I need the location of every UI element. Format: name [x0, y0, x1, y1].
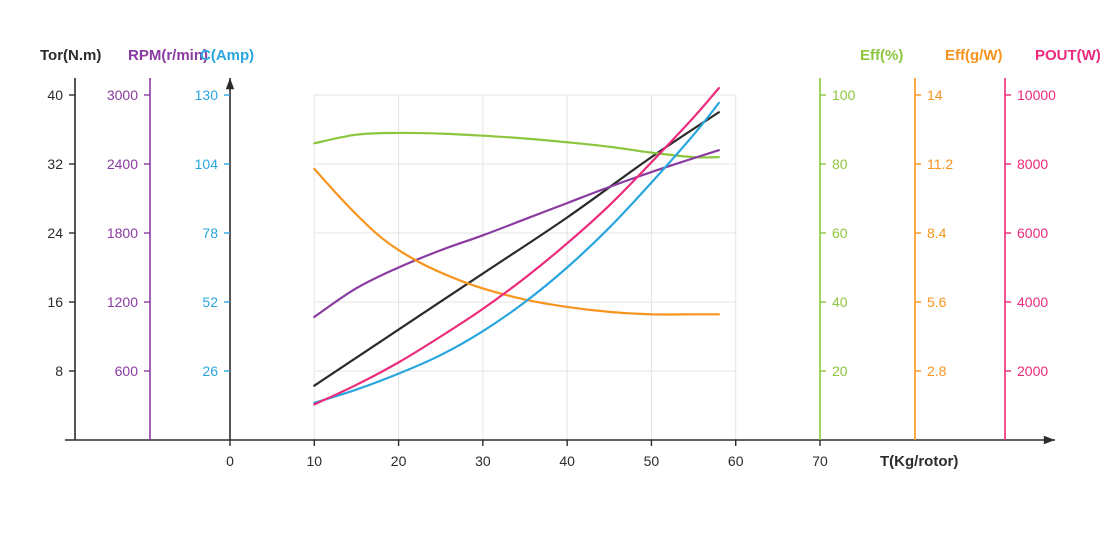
y-tick-label-effp: 60: [832, 225, 848, 241]
y-tick-label-effg: 5.6: [927, 294, 947, 310]
y-tick-label-effp: 100: [832, 87, 856, 103]
y-axis-title-effg: Eff(g/W): [945, 47, 1002, 64]
y-tick-label-rpm: 2400: [107, 156, 138, 172]
y-tick-label-tor: 24: [47, 225, 63, 241]
y-tick-label-amp: 26: [202, 363, 218, 379]
y-tick-label-effp: 40: [832, 294, 848, 310]
x-tick-label: 20: [391, 453, 407, 469]
y-tick-label-rpm: 3000: [107, 87, 138, 103]
y-tick-label-effg: 14: [927, 87, 943, 103]
y-tick-label-pout: 6000: [1017, 225, 1048, 241]
x-tick-label: 60: [728, 453, 744, 469]
y-tick-label-pout: 8000: [1017, 156, 1048, 172]
y-tick-label-tor: 16: [47, 294, 63, 310]
y-tick-label-pout: 4000: [1017, 294, 1048, 310]
y-axis-title-amp: C(Amp): [200, 47, 254, 64]
y-axis-title-rpm: RPM(r/min): [128, 47, 208, 64]
x-axis-title: T(Kg/rotor): [880, 453, 958, 470]
y-axis-title-pout: POUT(W): [1035, 47, 1100, 64]
y-axis-title-effp: Eff(%): [860, 47, 903, 64]
y-tick-label-amp: 104: [195, 156, 219, 172]
y-axis-title-tor: Tor(N.m): [40, 47, 101, 64]
y-tick-label-rpm: 1200: [107, 294, 138, 310]
y-tick-label-tor: 8: [55, 363, 63, 379]
y-tick-label-pout: 10000: [1017, 87, 1056, 103]
x-tick-label: 10: [306, 453, 322, 469]
y-tick-label-amp: 78: [202, 225, 218, 241]
y-tick-label-rpm: 1800: [107, 225, 138, 241]
x-tick-label: 40: [559, 453, 575, 469]
y-tick-label-tor: 40: [47, 87, 63, 103]
y-tick-label-rpm: 600: [115, 363, 139, 379]
x-tick-label: 50: [644, 453, 660, 469]
y-tick-label-effp: 20: [832, 363, 848, 379]
x-tick-label: 30: [475, 453, 491, 469]
x-tick-label: 70: [812, 453, 828, 469]
y-tick-label-effp: 80: [832, 156, 848, 172]
y-tick-label-effg: 8.4: [927, 225, 947, 241]
y-tick-label-effg: 2.8: [927, 363, 947, 379]
y-tick-label-effg: 11.2: [927, 156, 953, 172]
x-tick-label: 0: [226, 453, 234, 469]
y-tick-label-amp: 52: [202, 294, 218, 310]
y-tick-label-tor: 32: [47, 156, 63, 172]
y-tick-label-pout: 2000: [1017, 363, 1048, 379]
y-tick-label-amp: 130: [195, 87, 219, 103]
